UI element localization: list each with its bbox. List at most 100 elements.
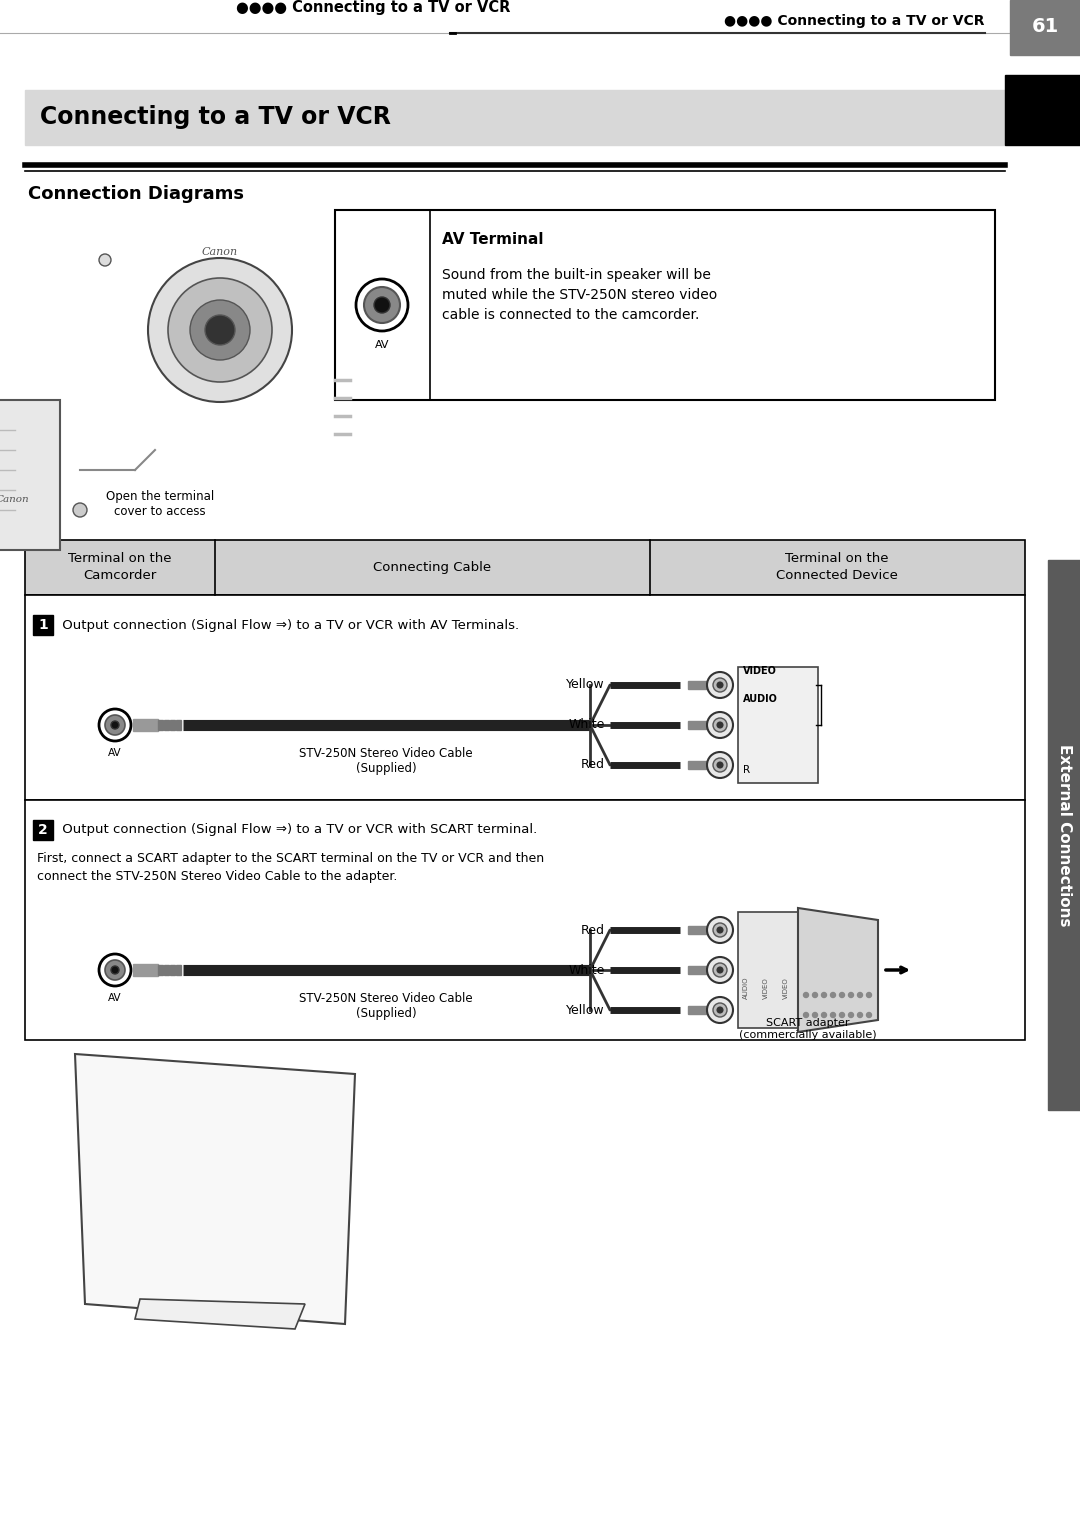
Circle shape xyxy=(707,957,733,983)
Bar xyxy=(738,913,798,1028)
Text: 2: 2 xyxy=(38,824,48,838)
Circle shape xyxy=(717,927,723,933)
Bar xyxy=(133,719,158,732)
Circle shape xyxy=(374,298,390,313)
Circle shape xyxy=(804,1012,809,1017)
Text: White: White xyxy=(569,963,605,977)
Text: R: R xyxy=(743,765,751,775)
Bar xyxy=(164,719,168,730)
Circle shape xyxy=(717,683,723,689)
Circle shape xyxy=(205,314,235,345)
Circle shape xyxy=(812,1012,818,1017)
Text: AUDIO: AUDIO xyxy=(743,977,750,999)
Text: 1: 1 xyxy=(38,618,48,632)
Circle shape xyxy=(804,992,809,997)
Bar xyxy=(708,764,716,770)
Text: AV: AV xyxy=(375,341,389,350)
Text: AV Terminal: AV Terminal xyxy=(442,233,543,247)
Circle shape xyxy=(822,1012,826,1017)
Text: VIDEO: VIDEO xyxy=(743,666,777,676)
Text: STV-250N Stereo Video Cable
(Supplied): STV-250N Stereo Video Cable (Supplied) xyxy=(299,747,473,775)
Circle shape xyxy=(858,1012,863,1017)
Circle shape xyxy=(849,1012,853,1017)
Circle shape xyxy=(713,1003,727,1017)
Text: Output connection (Signal Flow ⇒) to a TV or VCR with SCART terminal.: Output connection (Signal Flow ⇒) to a T… xyxy=(58,824,537,836)
Text: AV: AV xyxy=(108,749,122,758)
Bar xyxy=(0,400,60,551)
Circle shape xyxy=(364,287,400,324)
Circle shape xyxy=(190,301,249,360)
Circle shape xyxy=(105,715,125,735)
Circle shape xyxy=(99,954,131,986)
Bar xyxy=(25,595,1025,801)
Bar xyxy=(1005,75,1080,146)
Bar xyxy=(708,684,716,690)
Bar xyxy=(25,91,1005,146)
Circle shape xyxy=(356,279,408,331)
Text: VIDEO: VIDEO xyxy=(783,977,789,999)
Circle shape xyxy=(707,752,733,778)
Circle shape xyxy=(812,992,818,997)
Bar xyxy=(1010,0,1080,55)
Bar xyxy=(25,801,1025,1040)
Bar xyxy=(25,540,1025,595)
Circle shape xyxy=(858,992,863,997)
Circle shape xyxy=(866,992,872,997)
Bar xyxy=(176,719,181,730)
Text: Terminal on the
Camcorder: Terminal on the Camcorder xyxy=(68,552,172,581)
Polygon shape xyxy=(75,1054,355,1324)
Circle shape xyxy=(73,503,87,517)
Text: ●●●● Connecting to a TV or VCR: ●●●● Connecting to a TV or VCR xyxy=(725,14,985,28)
Bar xyxy=(688,1006,708,1014)
Circle shape xyxy=(866,1012,872,1017)
Bar xyxy=(33,821,53,841)
Text: Terminal on the
Connected Device: Terminal on the Connected Device xyxy=(777,552,897,581)
Text: ●●●● Connecting to a TV or VCR: ●●●● Connecting to a TV or VCR xyxy=(235,0,510,15)
Bar xyxy=(688,966,708,974)
Text: First, connect a SCART adapter to the SCART terminal on the TV or VCR and then
c: First, connect a SCART adapter to the SC… xyxy=(37,851,544,884)
Text: Canon: Canon xyxy=(202,247,238,258)
Bar xyxy=(688,761,708,769)
Bar xyxy=(688,681,708,689)
Polygon shape xyxy=(798,908,878,1032)
Circle shape xyxy=(99,255,111,265)
Text: Yellow: Yellow xyxy=(566,678,605,692)
Text: Red: Red xyxy=(581,923,605,936)
Text: Canon: Canon xyxy=(0,495,29,505)
Circle shape xyxy=(713,718,727,732)
Circle shape xyxy=(148,258,292,402)
Bar xyxy=(738,667,818,782)
Text: AV: AV xyxy=(108,992,122,1003)
Text: VIDEO: VIDEO xyxy=(762,977,769,999)
Text: STV-250N Stereo Video Cable
(Supplied): STV-250N Stereo Video Cable (Supplied) xyxy=(299,992,473,1020)
Circle shape xyxy=(717,966,723,973)
Text: Open the terminal
cover to access: Open the terminal cover to access xyxy=(106,489,214,518)
Bar xyxy=(33,615,53,635)
Circle shape xyxy=(111,721,119,729)
Text: Yellow: Yellow xyxy=(566,1003,605,1017)
Bar xyxy=(1048,560,1080,1111)
Text: Output connection (Signal Flow ⇒) to a TV or VCR with AV Terminals.: Output connection (Signal Flow ⇒) to a T… xyxy=(58,618,519,632)
Bar xyxy=(708,969,716,976)
Circle shape xyxy=(713,963,727,977)
Circle shape xyxy=(822,992,826,997)
Bar xyxy=(688,927,708,934)
Circle shape xyxy=(707,712,733,738)
Text: 61: 61 xyxy=(1031,17,1058,37)
Bar xyxy=(170,719,175,730)
Text: Connection Diagrams: Connection Diagrams xyxy=(28,186,244,202)
Circle shape xyxy=(831,992,836,997)
Bar xyxy=(708,1009,716,1016)
Bar xyxy=(708,930,716,936)
Circle shape xyxy=(168,278,272,382)
Bar xyxy=(133,963,158,976)
Circle shape xyxy=(839,992,845,997)
Polygon shape xyxy=(135,1299,305,1328)
Circle shape xyxy=(713,758,727,772)
Circle shape xyxy=(717,1006,723,1012)
Circle shape xyxy=(717,723,723,729)
Text: Sound from the built-in speaker will be
muted while the STV-250N stereo video
ca: Sound from the built-in speaker will be … xyxy=(442,268,717,322)
Text: White: White xyxy=(569,718,605,732)
Circle shape xyxy=(111,966,119,974)
Bar xyxy=(176,965,181,976)
